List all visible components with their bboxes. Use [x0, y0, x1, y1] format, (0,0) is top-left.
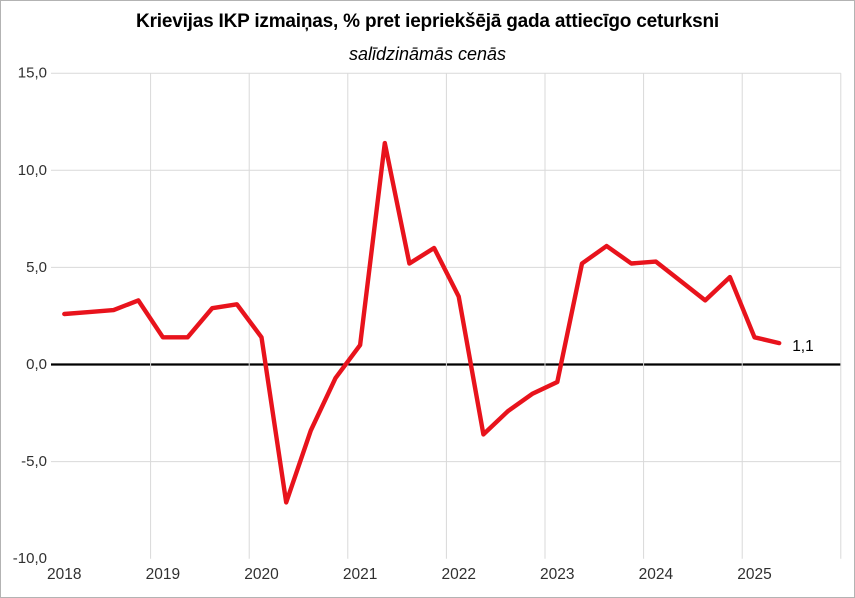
x-tick-label: 2025 — [737, 566, 771, 583]
y-tick-label: -5,0 — [21, 453, 47, 470]
x-tick-label: 2022 — [441, 566, 475, 583]
x-tick-label: 2020 — [244, 566, 279, 583]
y-tick-label: 5,0 — [26, 259, 47, 276]
y-tick-label: 0,0 — [26, 356, 47, 373]
y-tick-label: 10,0 — [18, 162, 47, 179]
y-tick-label: 15,0 — [18, 65, 47, 82]
chart-title: Krievijas IKP izmaiņas, % pret iepriekšē… — [136, 11, 719, 32]
x-tick-label: 2018 — [47, 566, 81, 583]
x-tick-label: 2019 — [146, 566, 180, 583]
chart-subtitle: salīdzināmās cenās — [348, 44, 507, 64]
last-value-label: 1,1 — [792, 338, 814, 355]
y-tick-label: -10,0 — [13, 550, 47, 567]
x-tick-label: 2024 — [639, 566, 674, 583]
x-tick-label: 2021 — [343, 566, 377, 583]
x-tick-label: 2023 — [540, 566, 574, 583]
gdp-series-line — [62, 140, 782, 505]
